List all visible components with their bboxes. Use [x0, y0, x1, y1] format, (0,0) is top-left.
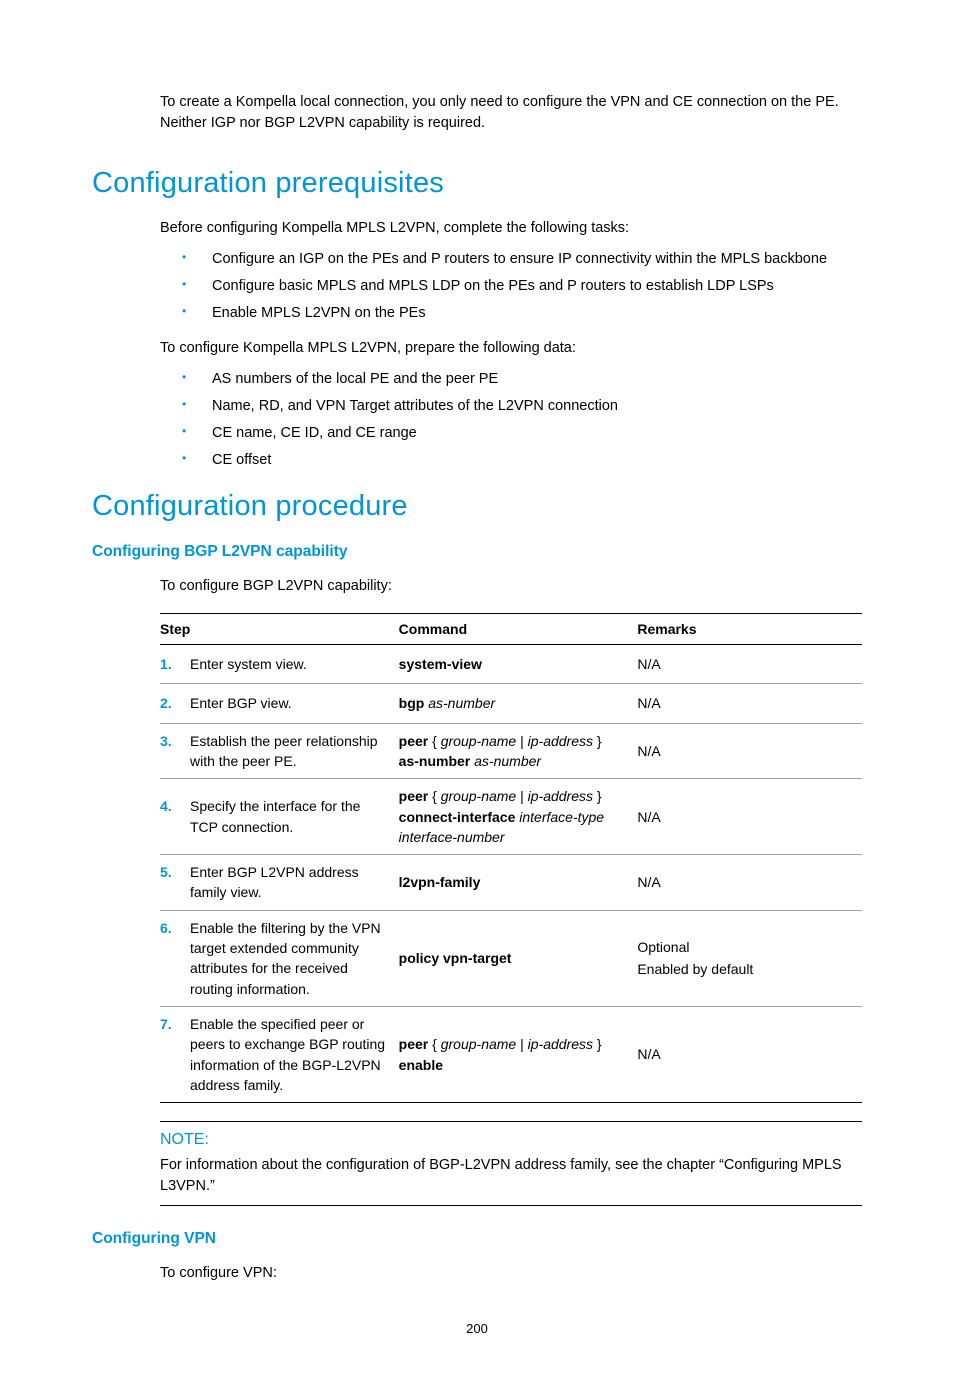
step-cell: 4.Specify the interface for the TCP conn… [160, 779, 399, 855]
command-cell: peer { group-name | ip-address } connect… [399, 779, 638, 855]
list-item: Configure an IGP on the PEs and P router… [182, 249, 862, 270]
step-description: Enter BGP view. [190, 693, 387, 713]
vpn-lead: To configure VPN: [160, 1263, 862, 1284]
command-cell: system-view [399, 645, 638, 684]
step-cell: 1.Enter system view. [160, 645, 399, 684]
list-item: CE offset [182, 450, 862, 471]
step-cell: 3.Establish the peer relationship with t… [160, 723, 399, 779]
bgp-command-table: Step Command Remarks 1.Enter system view… [160, 613, 862, 1103]
step-description: Enable the specified peer or peers to ex… [190, 1014, 387, 1095]
step-description: Enter system view. [190, 654, 387, 674]
command-cell: peer { group-name | ip-address } enable [399, 1006, 638, 1102]
table-row: 2.Enter BGP view.bgp as-numberN/A [160, 684, 862, 723]
remarks-text: N/A [637, 872, 854, 892]
step-cell: 2.Enter BGP view. [160, 684, 399, 723]
note-body: For information about the configuration … [160, 1155, 862, 1197]
remarks-text: Enabled by default [637, 959, 854, 979]
prereq-task-list: Configure an IGP on the PEs and P router… [160, 249, 862, 324]
list-item: Enable MPLS L2VPN on the PEs [182, 303, 862, 324]
table-row: 5.Enter BGP L2VPN address family view.l2… [160, 855, 862, 911]
step-cell: 5.Enter BGP L2VPN address family view. [160, 855, 399, 911]
note-box: NOTE: For information about the configur… [160, 1121, 862, 1206]
intro-paragraph: To create a Kompella local connection, y… [160, 92, 862, 134]
step-number: 2. [160, 693, 190, 713]
page-number: 200 [92, 1320, 862, 1339]
note-title: NOTE: [160, 1128, 862, 1151]
step-number: 4. [160, 796, 190, 816]
list-item: AS numbers of the local PE and the peer … [182, 369, 862, 390]
step-description: Enter BGP L2VPN address family view. [190, 862, 387, 903]
step-cell: 7.Enable the specified peer or peers to … [160, 1006, 399, 1102]
list-item: CE name, CE ID, and CE range [182, 423, 862, 444]
step-number: 1. [160, 654, 190, 674]
step-description: Enable the filtering by the VPN target e… [190, 918, 387, 999]
command-cell: bgp as-number [399, 684, 638, 723]
bgp-table-body: 1.Enter system view.system-viewN/A2.Ente… [160, 645, 862, 1103]
remarks-cell: N/A [637, 779, 862, 855]
remarks-text: N/A [637, 654, 854, 674]
bgp-lead: To configure BGP L2VPN capability: [160, 576, 862, 597]
table-row: 6.Enable the filtering by the VPN target… [160, 910, 862, 1006]
step-description: Establish the peer relationship with the… [190, 731, 387, 772]
step-number: 7. [160, 1014, 190, 1034]
prerequisites-heading: Configuration prerequisites [92, 162, 862, 204]
table-row: 7.Enable the specified peer or peers to … [160, 1006, 862, 1102]
remarks-text: N/A [637, 1044, 854, 1064]
remarks-cell: N/A [637, 1006, 862, 1102]
step-cell: 6.Enable the filtering by the VPN target… [160, 910, 399, 1006]
remarks-text: N/A [637, 741, 854, 761]
remarks-text: Optional [637, 937, 854, 957]
remarks-text: N/A [637, 693, 854, 713]
step-number: 3. [160, 731, 190, 751]
remarks-cell: N/A [637, 645, 862, 684]
table-header-command: Command [399, 613, 638, 644]
prereq-data-list: AS numbers of the local PE and the peer … [160, 369, 862, 471]
bgp-subheading: Configuring BGP L2VPN capability [92, 541, 862, 563]
remarks-cell: OptionalEnabled by default [637, 910, 862, 1006]
command-cell: l2vpn-family [399, 855, 638, 911]
step-number: 5. [160, 862, 190, 882]
table-header-remarks: Remarks [637, 613, 862, 644]
list-item: Configure basic MPLS and MPLS LDP on the… [182, 276, 862, 297]
step-number: 6. [160, 918, 190, 938]
remarks-cell: N/A [637, 723, 862, 779]
list-item: Name, RD, and VPN Target attributes of t… [182, 396, 862, 417]
prereq-lead-1: Before configuring Kompella MPLS L2VPN, … [160, 218, 862, 239]
remarks-cell: N/A [637, 684, 862, 723]
remarks-cell: N/A [637, 855, 862, 911]
command-cell: policy vpn-target [399, 910, 638, 1006]
command-cell: peer { group-name | ip-address } as-numb… [399, 723, 638, 779]
table-row: 3.Establish the peer relationship with t… [160, 723, 862, 779]
prereq-lead-2: To configure Kompella MPLS L2VPN, prepar… [160, 338, 862, 359]
vpn-subheading: Configuring VPN [92, 1228, 862, 1250]
step-description: Specify the interface for the TCP connec… [190, 796, 387, 837]
table-header-step: Step [160, 613, 399, 644]
table-row: 1.Enter system view.system-viewN/A [160, 645, 862, 684]
table-row: 4.Specify the interface for the TCP conn… [160, 779, 862, 855]
remarks-text: N/A [637, 807, 854, 827]
procedure-heading: Configuration procedure [92, 485, 862, 527]
